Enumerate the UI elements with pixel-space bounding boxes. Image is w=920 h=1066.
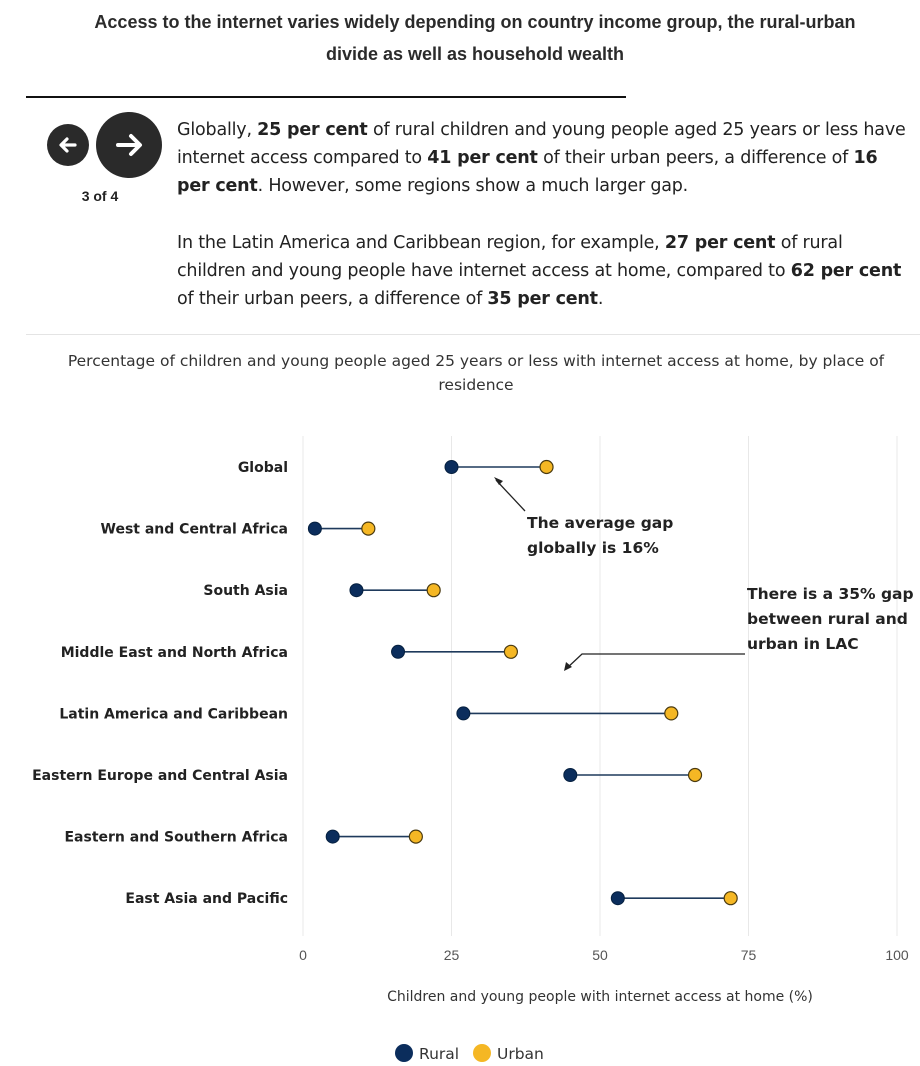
annotation-global-arrowhead [494, 477, 503, 485]
urban-point-global [539, 459, 554, 475]
urban-point-south-asia [426, 583, 441, 598]
annotation-lac: There is a 35% gap between rural and urb… [564, 585, 914, 671]
urban-point-west-and-central-africa [361, 521, 376, 536]
section-divider [26, 334, 920, 335]
headline-line-2: divide as well as household wealth [325, 44, 625, 64]
x-tick-label-25: 25 [444, 947, 460, 963]
text-run: of their urban peers, a difference of [177, 289, 488, 309]
category-label-middle-east-and-north-africa: Middle East and North Africa [61, 645, 288, 661]
legend: Rural Urban [395, 1044, 544, 1063]
text-run: In the Latin America and Caribbean regio… [177, 233, 665, 253]
arrow-right-icon [116, 134, 142, 156]
previous-button[interactable] [47, 124, 89, 166]
legend-rural-label: Rural [419, 1045, 459, 1063]
annotation-lac-line-1: There is a 35% gap [747, 585, 914, 603]
text-run: . However, some regions show a much larg… [257, 176, 689, 196]
rural-point-latin-america-and-caribbean [456, 706, 471, 721]
annotation-global-arrow [495, 479, 526, 512]
paragraph-global: Globally, 25 per cent of rural children … [177, 116, 912, 200]
annotation-global-line-2: globally is 16% [527, 539, 659, 557]
category-label-eastern-europe-and-central-asia: Eastern Europe and Central Asia [32, 768, 288, 784]
arrow-left-icon [59, 137, 77, 153]
rural-point-global [444, 460, 459, 474]
highlight-figure: 16 per cent [177, 148, 878, 196]
text-run: Globally, [177, 120, 258, 140]
paragraph-lac: In the Latin America and Caribbean regio… [177, 229, 912, 313]
annotation-global-line-1: The average gap [527, 514, 673, 532]
chart-title: Percentage of children and young people … [67, 352, 885, 394]
annotation-lac-arrow [565, 653, 745, 670]
x-tick-label-100: 100 [885, 947, 909, 963]
category-label-latin-america-and-caribbean: Latin America and Caribbean [59, 706, 288, 722]
x-tick-label-50: 50 [592, 947, 608, 963]
highlight-figure: 25 per cent [257, 120, 368, 140]
x-axis-label: Children and young people with internet … [387, 989, 813, 1005]
x-tick-label-75: 75 [741, 947, 757, 963]
category-label-global: Global [238, 460, 288, 476]
category-labels: Global West and Central Africa South Asia M… [32, 460, 288, 907]
legend-urban-label: Urban [497, 1045, 544, 1063]
rural-point-east-asia-and-pacific [610, 891, 625, 906]
annotation-lac-line-2: between rural and [747, 610, 908, 628]
urban-point-east-asia-and-pacific [723, 891, 738, 906]
legend-rural-swatch [395, 1044, 413, 1062]
highlight-figure: 62 per cent [790, 261, 902, 281]
headline-line-1: Access to the internet varies widely dep… [94, 12, 856, 32]
category-label-south-asia: South Asia [203, 583, 288, 599]
urban-point-latin-america-and-caribbean [664, 706, 679, 721]
x-axis-ticks: 0 25 50 75 100 [299, 947, 909, 963]
highlight-figure: 27 per cent [664, 233, 776, 253]
rural-point-south-asia [349, 583, 364, 598]
category-label-west-and-central-africa: West and Central Africa [101, 522, 288, 538]
rural-point-eastern-and-southern-africa [325, 829, 340, 844]
urban-point-middle-east-and-north-africa [503, 644, 518, 659]
x-tick-label-0: 0 [299, 947, 307, 963]
category-label-eastern-and-southern-africa: Eastern and Southern Africa [64, 830, 288, 846]
gridlines [302, 436, 898, 936]
headline: Access to the internet varies widely dep… [30, 6, 920, 70]
legend-urban-swatch [473, 1044, 491, 1062]
annotation-lac-line-3: urban in LAC [747, 635, 859, 653]
text-run: . [597, 289, 604, 309]
headline-divider [26, 96, 626, 98]
highlight-figure: 35 per cent [487, 289, 598, 309]
annotation-lac-arrowhead [564, 662, 572, 671]
next-button[interactable] [96, 112, 162, 178]
urban-point-eastern-europe-and-central-asia [687, 767, 703, 783]
rural-point-eastern-europe-and-central-asia [563, 768, 578, 782]
text-run: of rural children and young people aged … [177, 120, 906, 168]
text-run: of rural children and young people have … [177, 233, 843, 281]
slide-counter: 3 of 4 [81, 188, 119, 204]
highlight-figure: 41 per cent [427, 148, 538, 168]
urban-point-eastern-and-southern-africa [408, 829, 423, 844]
rural-point-middle-east-and-north-africa [391, 644, 406, 659]
data-marks [307, 459, 738, 906]
category-label-east-asia-and-pacific: East Asia and Pacific [125, 891, 288, 907]
annotation-global: The average gap globally is 16% [494, 477, 673, 557]
text-run: of their urban peers, a difference of [537, 148, 854, 168]
rural-point-west-and-central-africa [307, 521, 322, 536]
